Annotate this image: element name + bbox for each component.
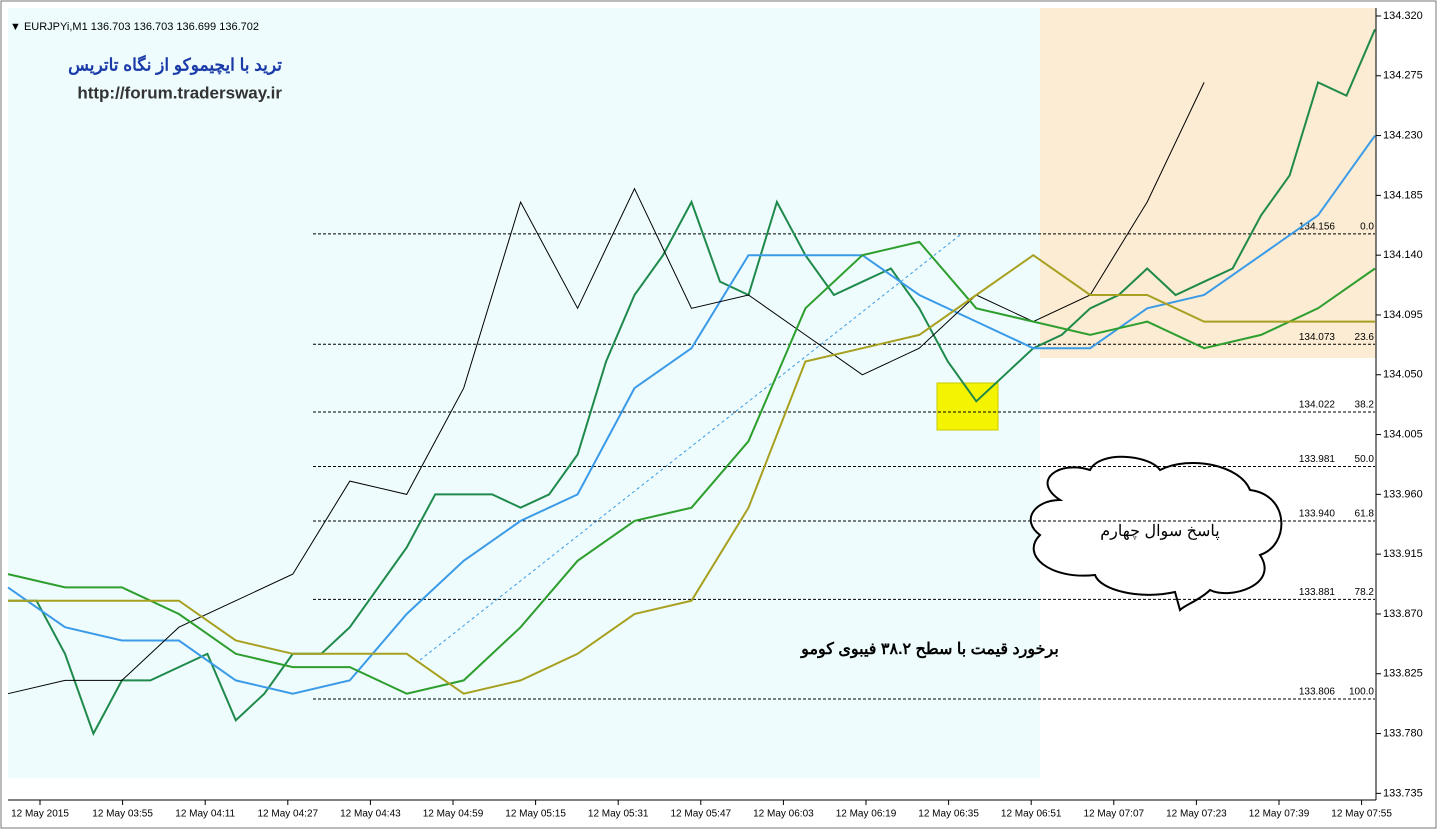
- price-line: [7, 135, 1376, 695]
- fib-price: 133.981: [1299, 454, 1336, 465]
- x-tick-label: 12 May 06:51: [1001, 809, 1062, 820]
- price-line: [8, 253, 1375, 695]
- watermark-url: http://forum.tradersway.ir: [77, 83, 282, 102]
- y-tick-label: 134.005: [1383, 428, 1423, 440]
- x-tick-label: 12 May 06:03: [753, 809, 814, 820]
- y-tick-label: 134.275: [1383, 70, 1423, 82]
- x-tick-label: 12 May 04:59: [423, 809, 484, 820]
- x-tick-label: 12 May 07:07: [1083, 809, 1144, 820]
- fib-ratio: 38.2: [1355, 400, 1375, 411]
- x-tick-label: 12 May 05:47: [670, 809, 731, 820]
- x-tick-label: 12 May 2015: [11, 809, 69, 820]
- y-tick-label: 134.185: [1383, 189, 1423, 201]
- x-tick-label: 12 May 06:19: [836, 809, 897, 820]
- x-tick-label: 12 May 03:55: [92, 809, 153, 820]
- x-tick-label: 12 May 06:35: [918, 809, 979, 820]
- trend-line: [419, 234, 961, 661]
- background-zone: [8, 8, 1040, 778]
- price-line: [8, 28, 1376, 737]
- x-tick-label: 12 May 04:27: [257, 809, 318, 820]
- y-tick-label: 133.780: [1383, 727, 1423, 739]
- fib-ratio: 61.8: [1355, 509, 1375, 520]
- x-tick-label: 12 May 07:39: [1249, 809, 1310, 820]
- fib-price: 134.073: [1299, 332, 1336, 343]
- y-tick-label: 134.320: [1383, 10, 1423, 22]
- fib-ratio: 78.2: [1355, 587, 1375, 598]
- fib-price: 133.881: [1299, 587, 1336, 598]
- y-tick-label: 133.915: [1383, 548, 1423, 560]
- x-tick-label: 12 May 07:55: [1331, 809, 1392, 820]
- fib-ratio: 100.0: [1349, 687, 1374, 698]
- y-tick-label: 133.825: [1383, 668, 1423, 680]
- speech-cloud: [1029, 455, 1283, 612]
- cloud-text: پاسخ سوال چهارم: [1100, 523, 1219, 540]
- symbol-header: ▼ EURJPYi,M1 136.703 136.703 136.699 136…: [10, 21, 259, 33]
- fib-price: 134.156: [1299, 222, 1336, 233]
- fib-ratio: 0.0: [1360, 222, 1374, 233]
- x-tick-label: 12 May 04:43: [340, 809, 401, 820]
- x-tick-label: 12 May 07:23: [1166, 809, 1227, 820]
- price-line: [7, 240, 1376, 695]
- y-tick-label: 133.870: [1383, 608, 1423, 620]
- fib-price: 133.806: [1299, 687, 1336, 698]
- x-tick-label: 12 May 05:15: [505, 809, 566, 820]
- y-tick-label: 134.050: [1383, 369, 1423, 381]
- fib-price: 134.022: [1299, 400, 1336, 411]
- x-tick-label: 12 May 05:31: [588, 809, 649, 820]
- y-tick-label: 134.095: [1383, 309, 1423, 321]
- y-tick-label: 134.230: [1383, 129, 1423, 141]
- y-tick-label: 133.735: [1383, 787, 1423, 799]
- x-tick-label: 12 May 04:11: [175, 809, 235, 820]
- target-zone: [1040, 8, 1376, 358]
- price-line: [7, 82, 1205, 695]
- watermark: ترید با ایچیموکو از نگاه تاتریس: [68, 54, 282, 75]
- fib-ratio: 23.6: [1355, 332, 1375, 343]
- annotation: برخورد قیمت با سطح ۳۸.۲ فیبوی کومو: [800, 641, 1059, 659]
- y-tick-label: 133.960: [1383, 488, 1423, 500]
- fib-price: 133.940: [1299, 509, 1336, 520]
- y-tick-label: 134.140: [1383, 249, 1423, 261]
- fib-ratio: 50.0: [1355, 454, 1375, 465]
